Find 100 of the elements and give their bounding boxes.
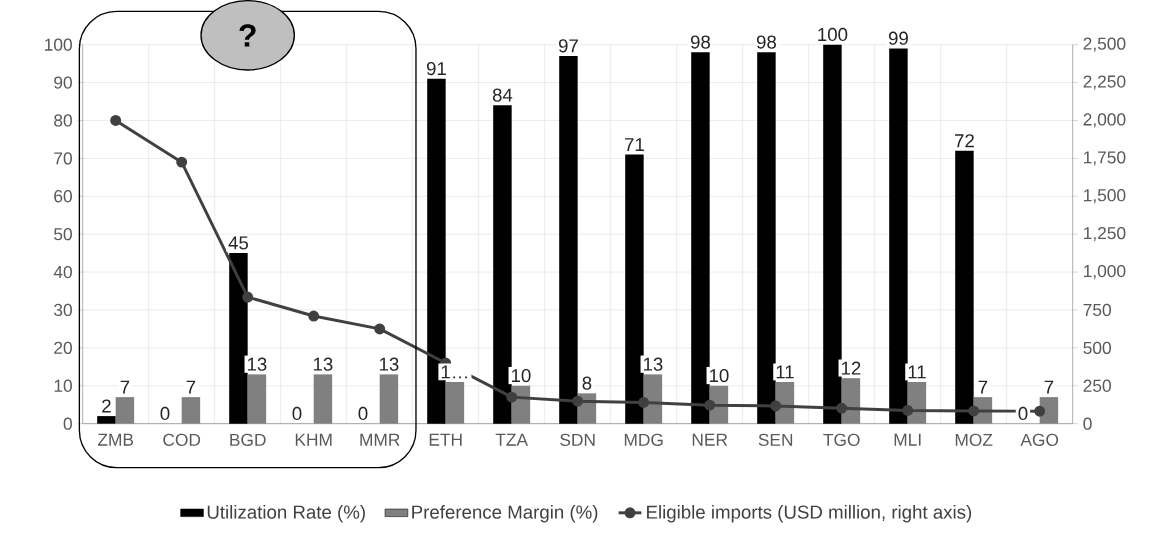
data-label: 98 — [756, 35, 777, 49]
y-tick-label: 60 — [54, 190, 72, 203]
x-tick-label: ZMB — [97, 433, 134, 446]
bar — [1039, 397, 1059, 424]
data-label: 84 — [492, 88, 513, 102]
x-tick-label: TZA — [495, 433, 529, 446]
data-label: 97 — [558, 39, 578, 53]
y2-tick-label: 1,000 — [1084, 265, 1126, 280]
y-tick-label: 30 — [54, 303, 72, 317]
annotation: ? — [239, 24, 256, 47]
point — [308, 310, 320, 322]
bar — [247, 374, 267, 424]
bar — [313, 374, 333, 424]
data-label: 0 — [160, 407, 170, 421]
x-tick-label: MOZ — [955, 433, 993, 447]
x-tick-label: SEN — [758, 433, 793, 447]
data-label: 12 — [841, 361, 861, 375]
point — [902, 405, 914, 417]
data-label: 0 — [1018, 407, 1028, 421]
x-tick-label: MDG — [624, 433, 663, 447]
data-label: 98 — [690, 35, 711, 49]
y2-tick-label: 2,250 — [1083, 75, 1126, 90]
bar — [115, 397, 135, 424]
data-label: 2 — [102, 399, 111, 413]
data-label: 11 — [776, 365, 794, 379]
bar — [379, 374, 399, 424]
data-label: 11 — [908, 365, 926, 379]
bar — [757, 52, 776, 424]
y-tick-label: 90 — [54, 76, 72, 89]
legend-label: Preference Margin (%) — [412, 505, 598, 523]
y2-tick-label: 1,750 — [1084, 151, 1126, 166]
data-label: 7 — [120, 380, 130, 394]
x-tick-label: NER — [692, 433, 728, 446]
x-tick-label: BGD — [230, 433, 266, 447]
x-tick-label: TGO — [823, 433, 860, 447]
bar — [691, 52, 710, 424]
point — [242, 291, 254, 303]
data-label: 0 — [358, 407, 368, 421]
point — [704, 399, 716, 411]
y2-tick-label: 1,500 — [1084, 189, 1126, 204]
bar — [955, 150, 974, 424]
legend-label: Utilization Rate (%) — [207, 505, 365, 523]
y-tick-label: 10 — [54, 379, 72, 393]
bar — [889, 48, 908, 424]
x-tick-label: KHM — [295, 433, 332, 446]
data-label: 8 — [582, 376, 592, 390]
y-tick-label: 80 — [54, 114, 72, 127]
bar — [559, 56, 578, 424]
data-label: 0 — [292, 407, 302, 421]
data-label: 71 — [625, 138, 644, 152]
data-label: 1… — [441, 365, 467, 379]
y-tick-label: 20 — [54, 341, 72, 355]
bar — [229, 253, 248, 424]
data-label: 91 — [426, 62, 446, 76]
point — [506, 391, 518, 403]
bar — [97, 416, 116, 424]
point — [110, 115, 122, 127]
data-label: 13 — [313, 357, 333, 371]
data-label: 13 — [247, 357, 267, 371]
y2-tick-label: 250 — [1083, 379, 1111, 393]
y-tick-label: 70 — [54, 152, 72, 165]
y2-tick-label: 2,500 — [1083, 37, 1126, 52]
point — [572, 395, 584, 407]
y-tick-label: 100 — [45, 38, 72, 51]
point — [374, 323, 386, 335]
point — [1034, 405, 1046, 417]
y2-tick-label: 1,250 — [1084, 227, 1126, 242]
point — [770, 400, 782, 412]
x-tick-label: COD — [163, 433, 201, 447]
data-label: 7 — [978, 380, 988, 394]
x-tick-label: MLI — [894, 433, 921, 446]
data-label: 13 — [643, 357, 663, 371]
data-label: 10 — [709, 369, 729, 383]
x-tick-label: SDN — [560, 433, 595, 447]
point — [836, 402, 848, 414]
y-tick-label: 0 — [63, 417, 72, 430]
data-label: 13 — [379, 357, 399, 371]
x-tick-label: AGO — [1020, 433, 1059, 447]
x-tick-label: ETH — [429, 433, 462, 446]
x-tick-label: MMR — [360, 433, 400, 446]
data-label: 72 — [955, 134, 974, 148]
y-tick-label: 50 — [54, 228, 72, 241]
point — [968, 405, 980, 417]
y2-tick-label: 750 — [1083, 303, 1111, 317]
data-label: 100 — [818, 28, 848, 42]
data-label: 7 — [186, 380, 196, 394]
data-label: 7 — [1044, 380, 1054, 394]
y-tick-label: 40 — [53, 266, 72, 279]
y2-tick-label: 2,000 — [1083, 113, 1126, 128]
legend-label: Eligible imports (USD million, right axis) — [647, 505, 972, 523]
y2-tick-label: 500 — [1083, 341, 1111, 355]
data-label: 99 — [888, 31, 908, 46]
data-label: 45 — [228, 236, 249, 250]
data-label: 10 — [511, 369, 531, 383]
y2-tick-label: 0 — [1083, 417, 1092, 430]
bar — [181, 397, 201, 424]
bar — [493, 105, 512, 424]
bar — [625, 154, 644, 424]
point — [638, 397, 650, 409]
point — [176, 156, 188, 168]
